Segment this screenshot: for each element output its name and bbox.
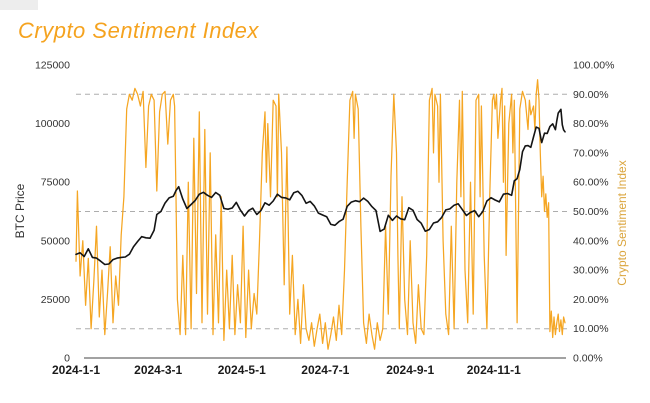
- x-tick-label: 2024-5-1: [218, 363, 266, 377]
- y-right-tick-label: 70.00%: [573, 147, 609, 159]
- chart-title: Crypto Sentiment Index: [18, 18, 259, 43]
- y-right-tick-label: 30.00%: [573, 265, 609, 277]
- btc-price-line: [75, 108, 566, 266]
- x-tick-label: 2024-3-1: [134, 363, 182, 377]
- y-right-tick-label: 100.00%: [573, 60, 614, 72]
- y-right-tick-label: 90.00%: [573, 89, 609, 101]
- y-right-tick-label: 0.00%: [573, 353, 603, 365]
- y-right-tick-label: 10.00%: [573, 323, 609, 335]
- screen-corner-artifact: [0, 0, 38, 10]
- y-left-tick-label: 100000: [35, 118, 70, 130]
- y-right-tick-label: 20.00%: [573, 294, 609, 306]
- y-left-tick-label: 75000: [41, 177, 70, 189]
- sentiment-line: [75, 79, 566, 350]
- y-left-tick-label: 125000: [35, 60, 70, 72]
- x-tick-label: 2024-1-1: [52, 363, 100, 377]
- y-left-tick-label: 25000: [41, 294, 70, 306]
- y-right-tick-label: 40.00%: [573, 235, 609, 247]
- x-tick-label: 2024-9-1: [386, 363, 434, 377]
- y-right-tick-label: 50.00%: [573, 206, 609, 218]
- y-left-tick-label: 0: [64, 353, 70, 365]
- y-right-tick-label: 60.00%: [573, 177, 609, 189]
- x-tick-label: 2024-11-1: [467, 363, 521, 377]
- y-right-tick-label: 80.00%: [573, 118, 609, 130]
- x-tick-label: 2024-7-1: [301, 363, 349, 377]
- y-left-tick-label: 50000: [41, 235, 70, 247]
